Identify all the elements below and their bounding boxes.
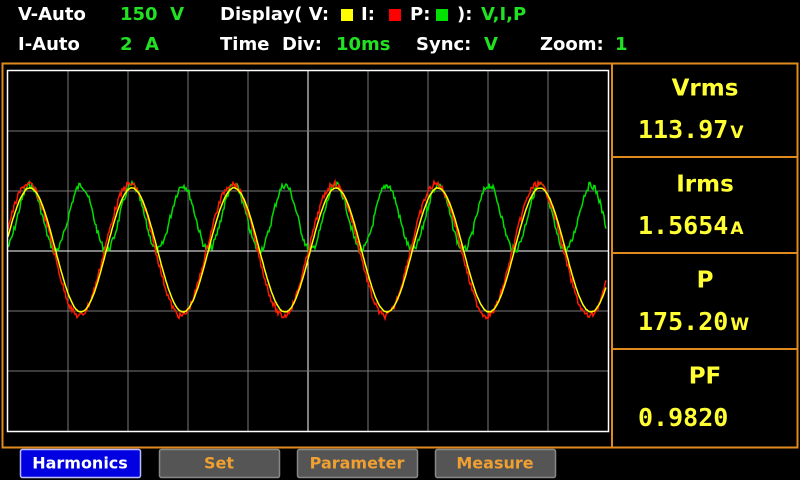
display-close: ):	[457, 4, 472, 25]
scope-grid	[8, 71, 608, 431]
waveforms	[7, 178, 607, 322]
reading-unit: W	[730, 315, 749, 335]
v-swatch	[341, 9, 353, 21]
reading-label: Vrms	[672, 76, 739, 102]
reading-label: Irms	[676, 172, 734, 198]
time-div: 10ms	[336, 34, 391, 55]
outer-frame	[1, 62, 799, 449]
i-range-label: I-Auto	[18, 34, 80, 55]
i-swatch	[389, 9, 401, 21]
button-label[interactable]: Set	[204, 454, 234, 473]
button[interactable]	[158, 448, 281, 479]
reading-value: 0.9820	[638, 403, 728, 432]
readings-panel: Vrms 113.97 V Irms 1.5654 A P 175.20 W PF 0.9820	[638, 76, 749, 433]
reading-unit: A	[730, 219, 744, 239]
time-div-label: Time Div:	[220, 34, 322, 55]
button-label[interactable]: Measure	[456, 454, 533, 473]
i-label: I:	[361, 4, 375, 25]
button-label[interactable]: Harmonics	[32, 454, 128, 473]
reading-label: P	[697, 268, 714, 294]
button-bar: Harmonics Set Parameter Measure	[19, 448, 557, 479]
v-range-label: V-Auto	[18, 4, 86, 25]
v-range: 150 V	[120, 4, 184, 25]
reading-value: 113.97	[638, 115, 728, 144]
zoom-label: Zoom:	[540, 34, 604, 55]
button[interactable]	[296, 448, 419, 479]
sync-label: Sync:	[416, 34, 471, 55]
current-wave	[7, 178, 607, 322]
display-value: V,I,P	[481, 4, 526, 25]
i-range: 2 A	[120, 34, 159, 55]
zoom: 1	[615, 34, 628, 55]
scope-border	[6, 69, 610, 433]
button-label[interactable]: Parameter	[310, 454, 405, 473]
p-label: P:	[410, 4, 430, 25]
sync: V	[484, 34, 498, 55]
reading-value: 175.20	[638, 307, 728, 336]
button[interactable]	[19, 448, 142, 479]
reading-unit: V	[730, 123, 744, 143]
display-label: Display( V:	[220, 4, 329, 25]
reading-value: 1.5654	[638, 211, 728, 240]
p-swatch	[436, 9, 448, 21]
reading-label: PF	[689, 364, 722, 390]
button[interactable]	[434, 448, 557, 479]
voltage-wave	[7, 186, 607, 314]
